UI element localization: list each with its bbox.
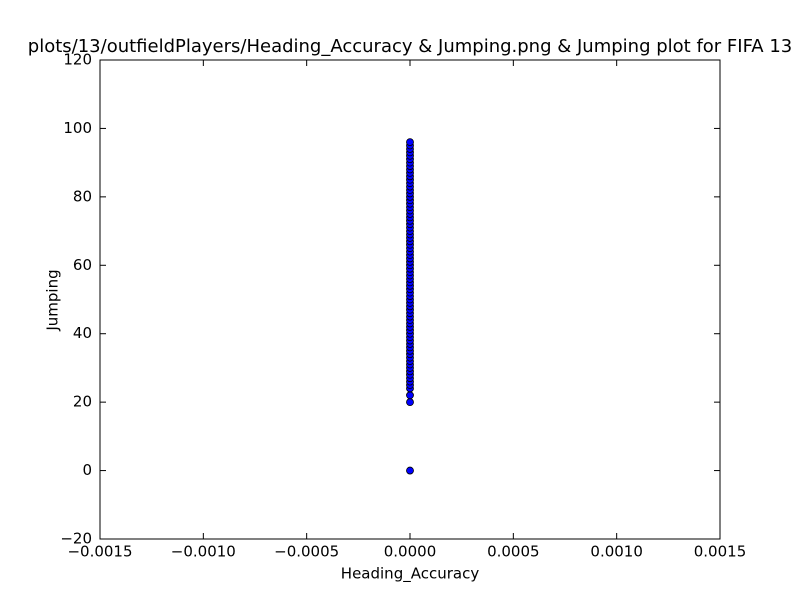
y-tick-label: 100 bbox=[63, 119, 92, 137]
y-tick-label: −20 bbox=[60, 530, 92, 548]
x-tick-label: −0.0010 bbox=[171, 543, 236, 561]
y-tick-label: 40 bbox=[73, 324, 92, 342]
x-axis-label: Heading_Accuracy bbox=[341, 565, 480, 584]
scatter-point bbox=[406, 138, 414, 147]
scatter-point bbox=[406, 398, 414, 407]
x-tick-label: 0.0005 bbox=[487, 543, 540, 561]
x-tick-label: 0.0010 bbox=[590, 543, 643, 561]
x-tick-label: −0.0015 bbox=[67, 543, 132, 561]
y-tick-label: 0 bbox=[82, 461, 92, 479]
scatter-point bbox=[406, 466, 414, 475]
x-tick-label: −0.0005 bbox=[274, 543, 339, 561]
chart-title: plots/13/outfieldPlayers/Heading_Accurac… bbox=[28, 36, 792, 57]
scatter-point bbox=[406, 391, 414, 400]
x-tick-label: 0.0015 bbox=[694, 543, 747, 561]
y-tick-label: 80 bbox=[73, 187, 92, 205]
y-axis-label: Jumping bbox=[44, 269, 62, 331]
y-tick-label: 120 bbox=[63, 51, 92, 69]
y-tick-label: 60 bbox=[73, 256, 92, 274]
x-tick-label: 0.0000 bbox=[384, 543, 437, 561]
y-tick-label: 20 bbox=[73, 393, 92, 411]
